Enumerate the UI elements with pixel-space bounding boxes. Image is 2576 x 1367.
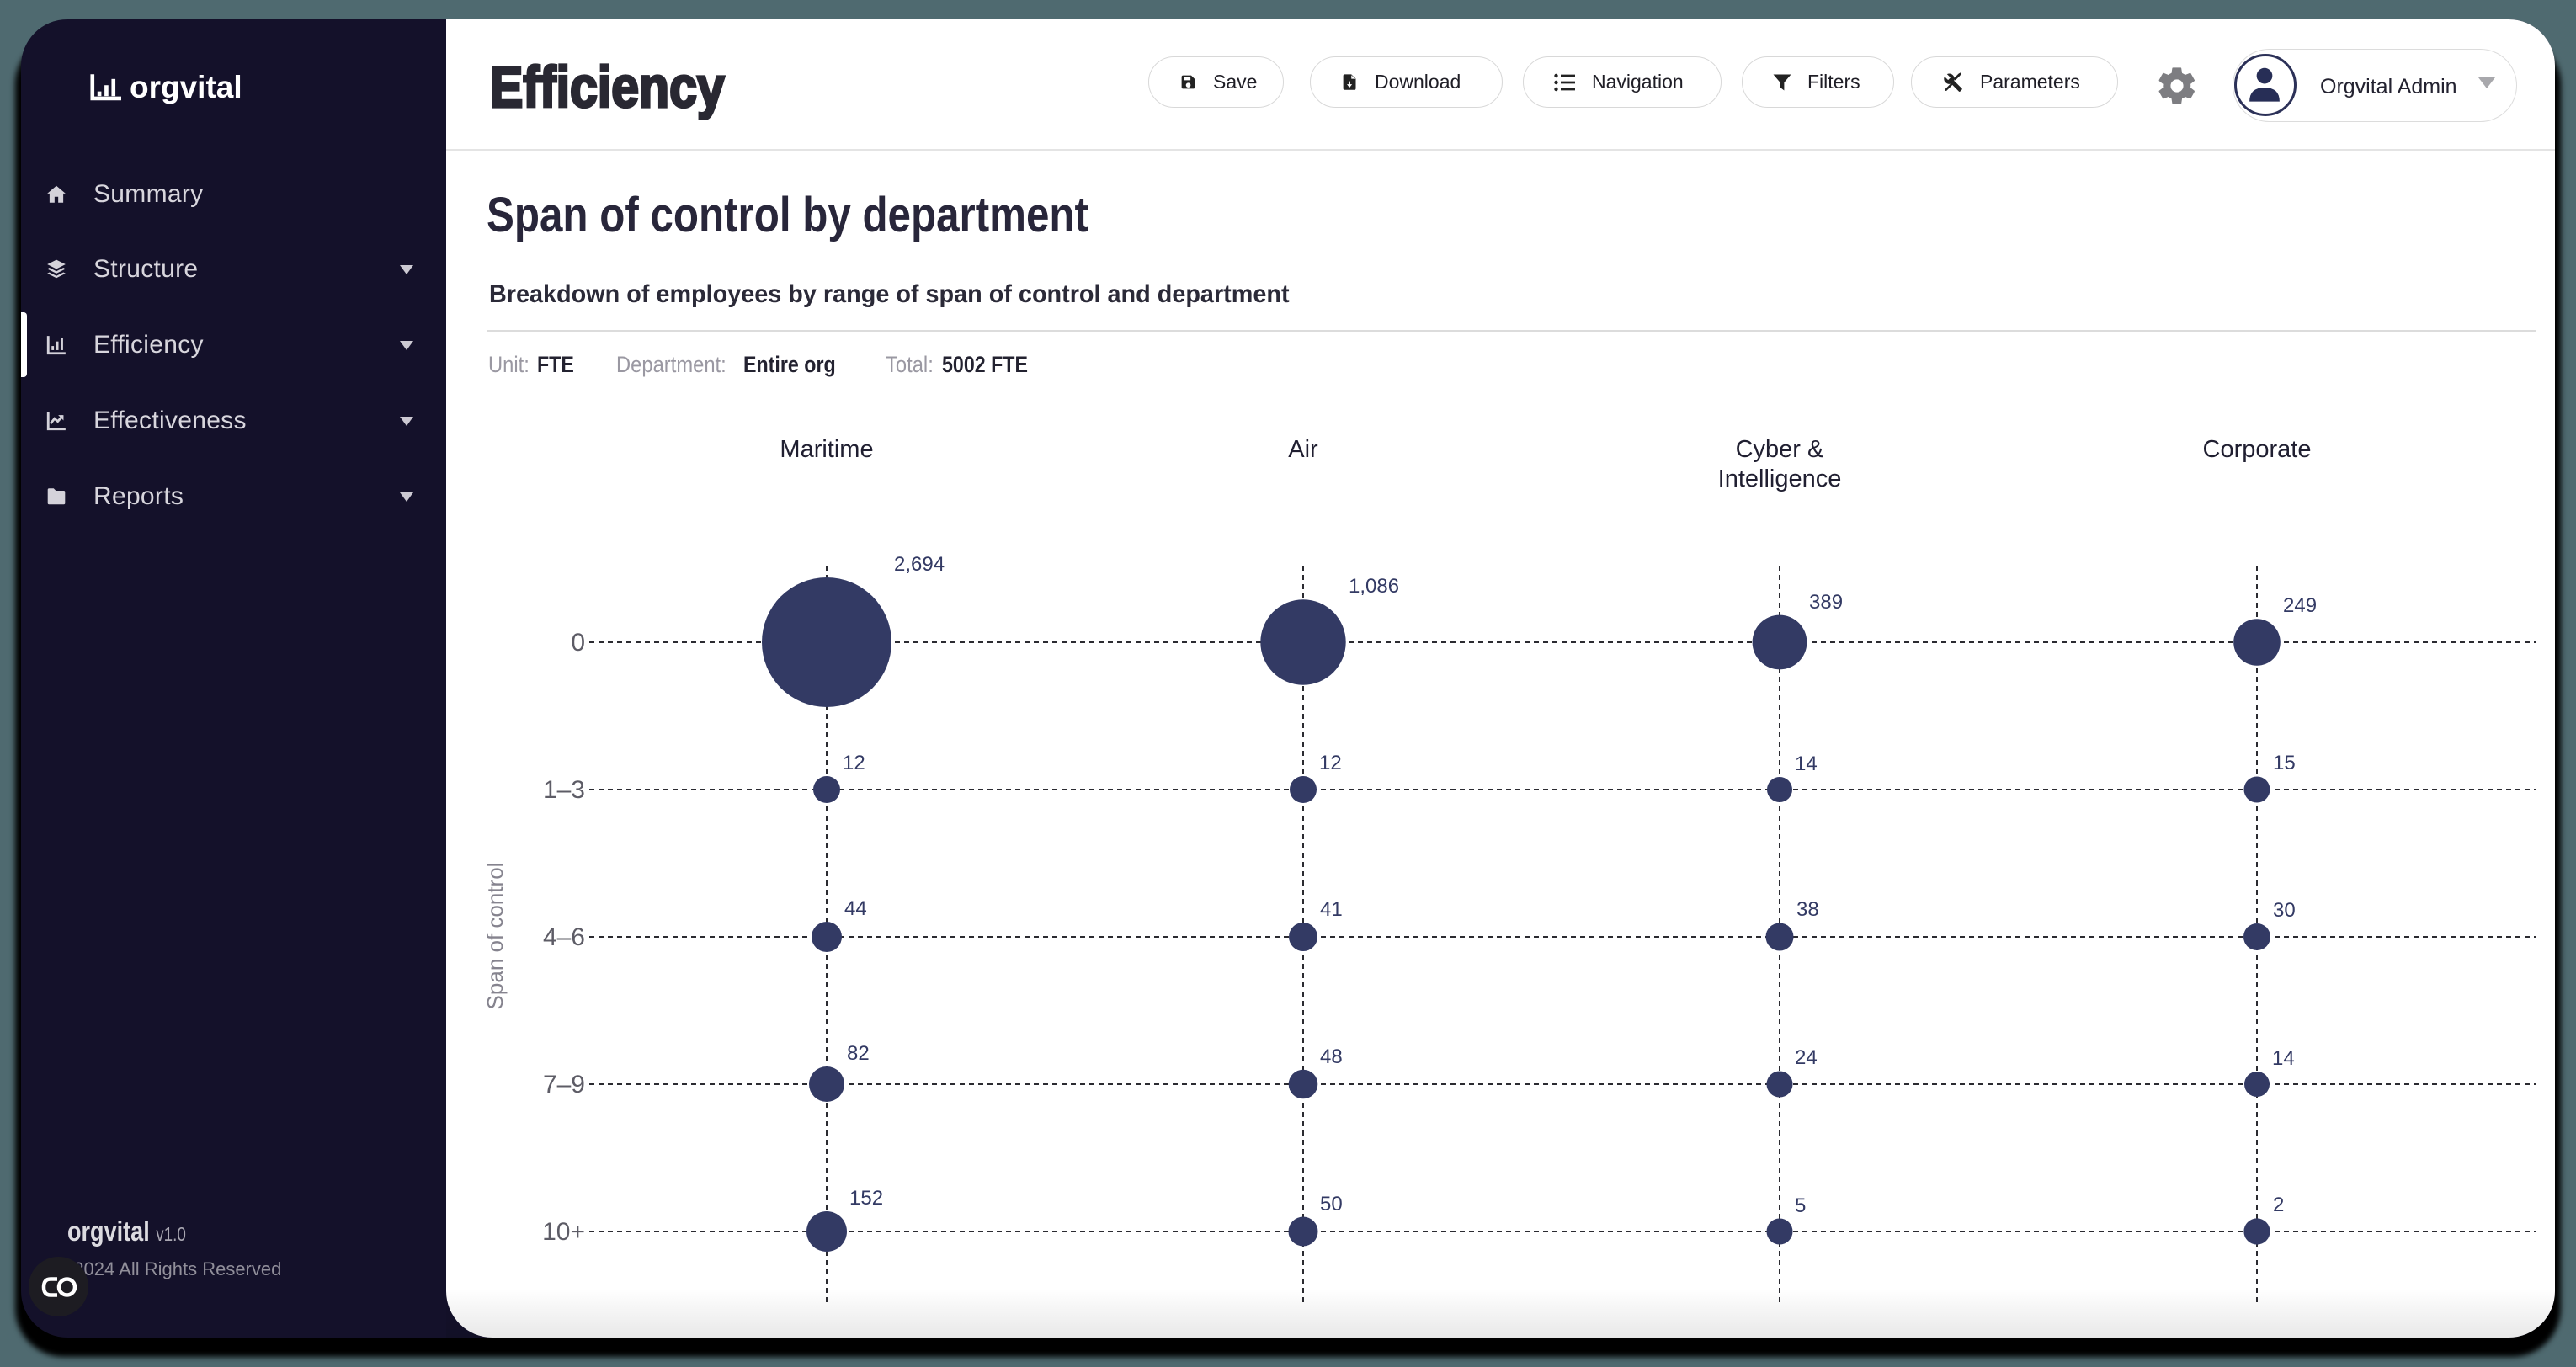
svg-text:2: 2 — [2273, 1194, 2284, 1216]
svg-text:41: 41 — [1320, 898, 1343, 921]
svg-text:2,694: 2,694 — [894, 553, 945, 576]
svg-text:Span of control: Span of control — [482, 863, 508, 1010]
svg-text:5: 5 — [1795, 1194, 1806, 1217]
svg-text:152: 152 — [849, 1187, 883, 1210]
svg-text:7–9: 7–9 — [543, 1071, 585, 1098]
svg-text:Maritime: Maritime — [780, 436, 873, 463]
svg-text:14: 14 — [2272, 1047, 2295, 1070]
svg-text:14: 14 — [1795, 753, 1818, 775]
svg-text:50: 50 — [1320, 1193, 1343, 1215]
svg-text:12: 12 — [843, 752, 865, 774]
svg-text:15: 15 — [2273, 752, 2296, 774]
svg-text:82: 82 — [847, 1042, 870, 1065]
svg-text:1,086: 1,086 — [1349, 575, 1399, 598]
svg-text:389: 389 — [1809, 591, 1843, 614]
svg-text:38: 38 — [1796, 898, 1819, 921]
svg-text:4–6: 4–6 — [543, 923, 585, 951]
svg-text:0: 0 — [571, 629, 585, 657]
svg-text:30: 30 — [2273, 899, 2296, 922]
svg-text:10+: 10+ — [542, 1218, 585, 1246]
svg-text:12: 12 — [1319, 752, 1342, 774]
svg-text:Corporate: Corporate — [2203, 436, 2312, 463]
svg-text:Air: Air — [1288, 436, 1318, 463]
svg-text:48: 48 — [1320, 1045, 1343, 1068]
svg-text:Intelligence: Intelligence — [1718, 465, 1842, 492]
svg-text:24: 24 — [1795, 1046, 1818, 1069]
svg-text:Cyber &: Cyber & — [1736, 436, 1824, 463]
svg-text:44: 44 — [844, 897, 867, 920]
svg-text:1–3: 1–3 — [543, 776, 585, 804]
svg-text:249: 249 — [2283, 594, 2317, 617]
